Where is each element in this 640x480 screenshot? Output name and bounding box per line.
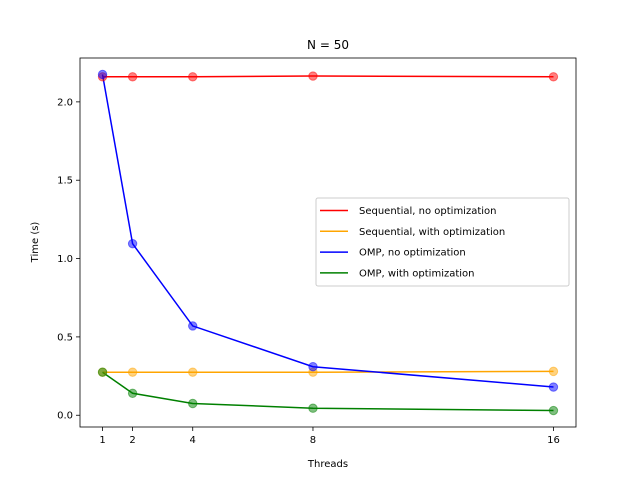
data-point-0-2 bbox=[188, 72, 198, 82]
y-tick-label-4: 2.0 bbox=[57, 97, 73, 108]
legend: Sequential, no optimization Sequential, w… bbox=[315, 197, 570, 287]
x-axis: 1 2 4 8 16 bbox=[99, 427, 560, 446]
legend-label-0: Sequential, no optimization bbox=[359, 206, 497, 217]
data-point-3-2 bbox=[188, 398, 198, 409]
series-line-3 bbox=[102, 371, 554, 412]
y-tick-label-0: 0.0 bbox=[57, 411, 73, 422]
plot-frame bbox=[79, 57, 577, 428]
data-point-2-2 bbox=[188, 321, 198, 331]
data-point-1-1 bbox=[127, 367, 138, 377]
legend-label-2: OMP, no optimization bbox=[359, 248, 466, 259]
legend-box bbox=[315, 197, 570, 287]
data-point-1-2 bbox=[188, 367, 198, 377]
y-tick-label-3: 1.5 bbox=[57, 176, 73, 187]
data-point-0-1 bbox=[127, 72, 138, 82]
legend-label-3: OMP, with optimization bbox=[359, 268, 475, 279]
x-tick-label-2: 4 bbox=[190, 435, 196, 446]
y-axis-label: Time (s) bbox=[30, 222, 41, 264]
x-tick-label-3: 8 bbox=[310, 435, 316, 446]
x-axis-label: Threads bbox=[307, 459, 348, 470]
data-point-2-0 bbox=[97, 69, 108, 80]
legend-label-1: Sequential, with optimization bbox=[359, 227, 505, 238]
data-point-2-4 bbox=[548, 382, 559, 392]
x-tick-label-4: 16 bbox=[547, 435, 560, 446]
chart-title: N = 50 bbox=[307, 38, 349, 52]
data-point-2-3 bbox=[308, 361, 318, 372]
x-tick-label-1: 2 bbox=[129, 435, 135, 446]
data-point-0-3 bbox=[308, 71, 318, 81]
data-point-3-1 bbox=[127, 388, 138, 399]
data-point-0-4 bbox=[548, 72, 559, 82]
x-tick-label-0: 1 bbox=[99, 435, 105, 446]
series-line-1 bbox=[102, 370, 554, 373]
plot-marks bbox=[97, 69, 559, 416]
data-point-3-4 bbox=[548, 405, 559, 416]
y-tick-label-2: 1.0 bbox=[57, 254, 73, 265]
y-tick-label-1: 0.5 bbox=[57, 332, 73, 343]
data-point-3-3 bbox=[308, 403, 318, 413]
y-axis: 0.0 0.5 1.0 1.5 2.0 bbox=[57, 97, 80, 422]
series-line-0 bbox=[102, 75, 554, 78]
data-point-1-4 bbox=[548, 366, 559, 377]
data-point-3-0 bbox=[97, 367, 108, 377]
data-point-2-1 bbox=[127, 238, 138, 249]
